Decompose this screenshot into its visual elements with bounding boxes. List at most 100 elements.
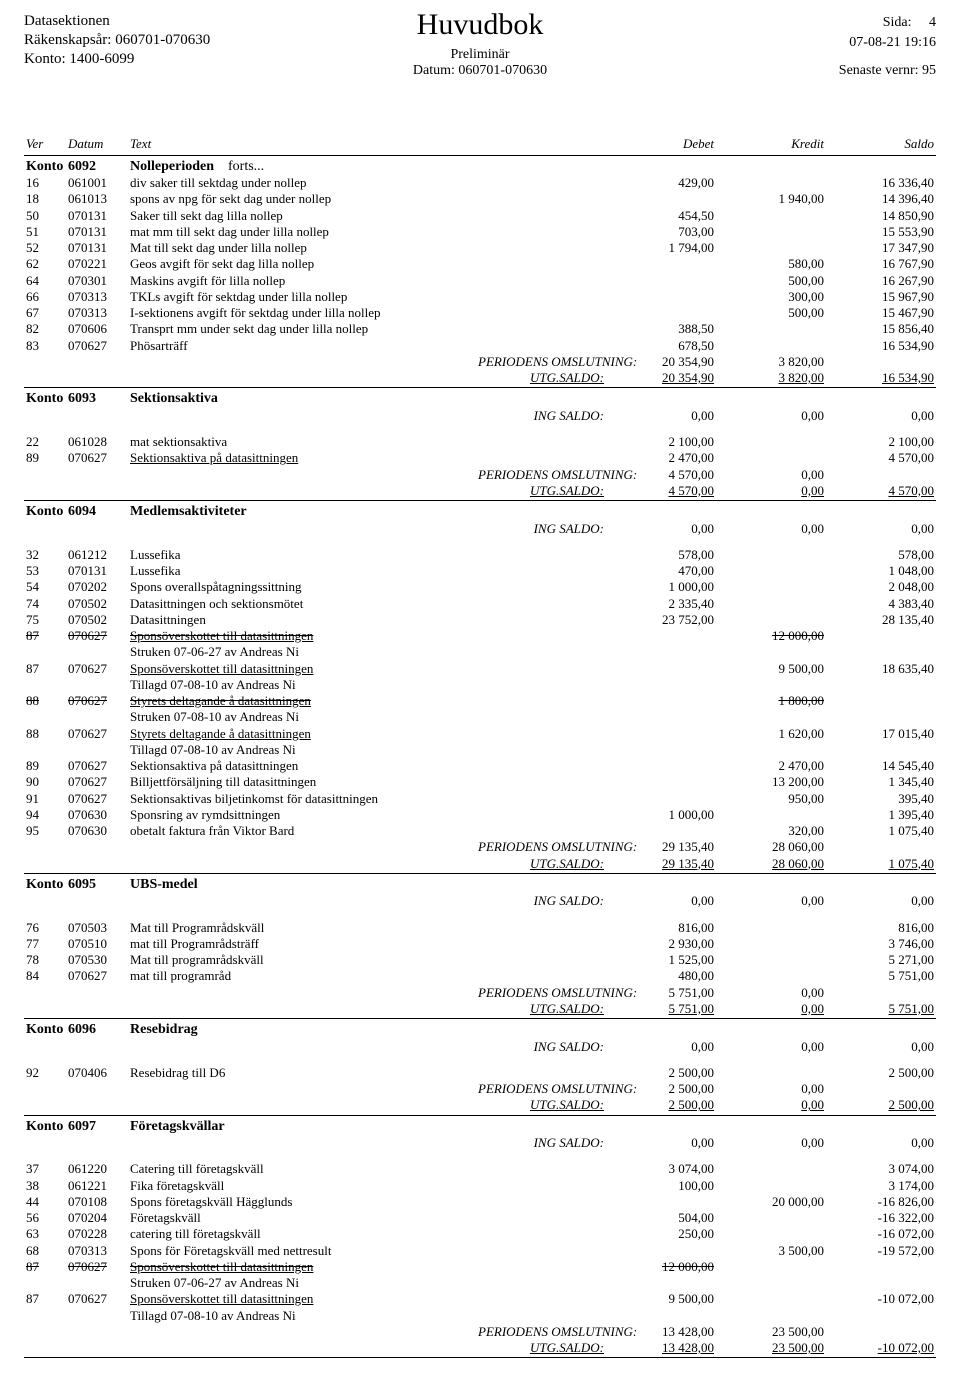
saldo-cell: 15 467,90 <box>826 305 936 321</box>
ledger-row: 74070502Datasittningen och sektionsmötet… <box>24 596 936 612</box>
saldo-cell: 3 746,00 <box>826 936 936 952</box>
utg-saldo-row: UTG.SALDO:29 135,4028 060,001 075,40 <box>24 856 936 872</box>
utg-deb: 2 500,00 <box>606 1097 716 1113</box>
text-cell: Spons overallspåtagningssittning <box>128 579 476 595</box>
konto-row: Konto6093Sektionsaktiva <box>24 388 936 408</box>
saldo-cell: 3 074,00 <box>826 1161 936 1177</box>
page-number: 4 <box>929 15 936 30</box>
utg-label: UTG.SALDO: <box>476 483 606 499</box>
date-cell: 070627 <box>66 791 128 807</box>
period-sum-row: PERIODENS OMSLUTNING:4 570,000,00 <box>24 467 936 483</box>
saldo-cell: 2 500,00 <box>826 1065 936 1081</box>
text-cell: Företagskväll <box>128 1210 476 1226</box>
column-header: VerDatumTextDebetKreditSaldo <box>24 136 936 155</box>
saldo-cell: 395,40 <box>826 791 936 807</box>
konto-name: UBS-medel <box>128 873 476 893</box>
text-cell: Sektionsaktiva på datasittningen <box>128 758 476 774</box>
kredit-cell <box>716 240 826 256</box>
debet-cell: 12 000,00 <box>606 1259 716 1275</box>
date-cell: 061013 <box>66 191 128 207</box>
saldo-cell <box>826 628 936 644</box>
kredit-cell: 13 200,00 <box>716 774 826 790</box>
note-row: Struken 07-08-10 av Andreas Ni <box>24 709 936 725</box>
date-cell: 070204 <box>66 1210 128 1226</box>
ver-cell: 32 <box>24 547 66 563</box>
ledger-row: 84070627mat till programråd480,005 751,0… <box>24 968 936 984</box>
ver-cell: 67 <box>24 305 66 321</box>
debet-cell <box>606 661 716 677</box>
date-cell: 061221 <box>66 1178 128 1194</box>
saldo-cell: 3 174,00 <box>826 1178 936 1194</box>
ledger-row: 87070627Sponsöverskottet till datasittni… <box>24 628 936 644</box>
text-cell: Lussefika <box>128 563 476 579</box>
utg-deb: 29 135,40 <box>606 856 716 872</box>
saldo-cell: 16 336,40 <box>826 175 936 191</box>
konto-row: Konto6097Företagskvällar <box>24 1115 936 1135</box>
konto-no: 6094 <box>66 501 128 521</box>
utg-deb: 5 751,00 <box>606 1001 716 1017</box>
ledger-row: 89070627Sektionsaktiva på datasittningen… <box>24 758 936 774</box>
ver-cell: 52 <box>24 240 66 256</box>
note-row: Struken 07-06-27 av Andreas Ni <box>24 644 936 660</box>
ver-cell: 84 <box>24 968 66 984</box>
saldo-cell: 1 075,40 <box>826 823 936 839</box>
text-cell: spons av npg för sekt dag under nollep <box>128 191 476 207</box>
debet-cell: 388,50 <box>606 321 716 337</box>
kredit-cell: 1 620,00 <box>716 726 826 742</box>
note-text: Tillagd 07-08-10 av Andreas Ni <box>128 1308 936 1324</box>
saldo-cell: 2 100,00 <box>826 434 936 450</box>
date-cell: 070131 <box>66 224 128 240</box>
kredit-cell <box>716 1161 826 1177</box>
debet-cell: 816,00 <box>606 920 716 936</box>
ledger-row: 92070406Resebidrag till D62 500,002 500,… <box>24 1065 936 1081</box>
kredit-cell: 1 800,00 <box>716 693 826 709</box>
ledger-row: 88070627Styrets deltagande å datasittnin… <box>24 726 936 742</box>
saldo-cell: 14 850,90 <box>826 208 936 224</box>
kredit-cell: 3 500,00 <box>716 1243 826 1259</box>
date-cell: 070108 <box>66 1194 128 1210</box>
ver-cell: 38 <box>24 1178 66 1194</box>
utg-sal: 4 570,00 <box>826 483 936 499</box>
page-title: Huvudbok <box>24 6 936 44</box>
period-sum-row: PERIODENS OMSLUTNING:2 500,000,00 <box>24 1081 936 1097</box>
kredit-cell <box>716 208 826 224</box>
ver-cell: 91 <box>24 791 66 807</box>
ledger-row: 54070202Spons overallspåtagningssittning… <box>24 579 936 595</box>
kredit-cell <box>716 952 826 968</box>
saldo-cell: 17 347,90 <box>826 240 936 256</box>
date-cell: 070131 <box>66 563 128 579</box>
subtitle: Preliminär <box>24 46 936 64</box>
ver-cell: 87 <box>24 1259 66 1275</box>
saldo-cell: 15 967,90 <box>826 289 936 305</box>
text-cell: Transprt mm under sekt dag under lilla n… <box>128 321 476 337</box>
date-cell: 070627 <box>66 628 128 644</box>
text-cell: Phösarträff <box>128 338 476 354</box>
debet-cell: 678,50 <box>606 338 716 354</box>
debet-cell: 578,00 <box>606 547 716 563</box>
date-cell: 070502 <box>66 612 128 628</box>
kredit-cell <box>716 1226 826 1242</box>
text-cell: TKLs avgift för sektdag under lilla noll… <box>128 289 476 305</box>
text-cell: Fika företagskväll <box>128 1178 476 1194</box>
text-cell: Spons för Företagskväll med nettresult <box>128 1243 476 1259</box>
utg-sal: 5 751,00 <box>826 1001 936 1017</box>
saldo-cell: 17 015,40 <box>826 726 936 742</box>
utg-kre: 0,00 <box>716 1001 826 1017</box>
ver-cell: 37 <box>24 1161 66 1177</box>
debet-cell <box>606 823 716 839</box>
ver-cell: 74 <box>24 596 66 612</box>
ledger-row: 68070313Spons för Företagskväll med nett… <box>24 1243 936 1259</box>
debet-cell: 9 500,00 <box>606 1291 716 1307</box>
konto-name: Resebidrag <box>128 1019 476 1039</box>
saldo-cell <box>826 693 936 709</box>
per-label: PERIODENS OMSLUTNING: <box>476 354 606 370</box>
text-cell: mat till Programrådsträff <box>128 936 476 952</box>
date-cell: 070301 <box>66 273 128 289</box>
ledger-row: 66070313TKLs avgift för sektdag under li… <box>24 289 936 305</box>
saldo-cell: -16 322,00 <box>826 1210 936 1226</box>
col-kredit: Kredit <box>716 136 826 155</box>
kredit-cell <box>716 596 826 612</box>
debet-cell: 3 074,00 <box>606 1161 716 1177</box>
kredit-cell: 950,00 <box>716 791 826 807</box>
saldo-cell: -10 072,00 <box>826 1291 936 1307</box>
